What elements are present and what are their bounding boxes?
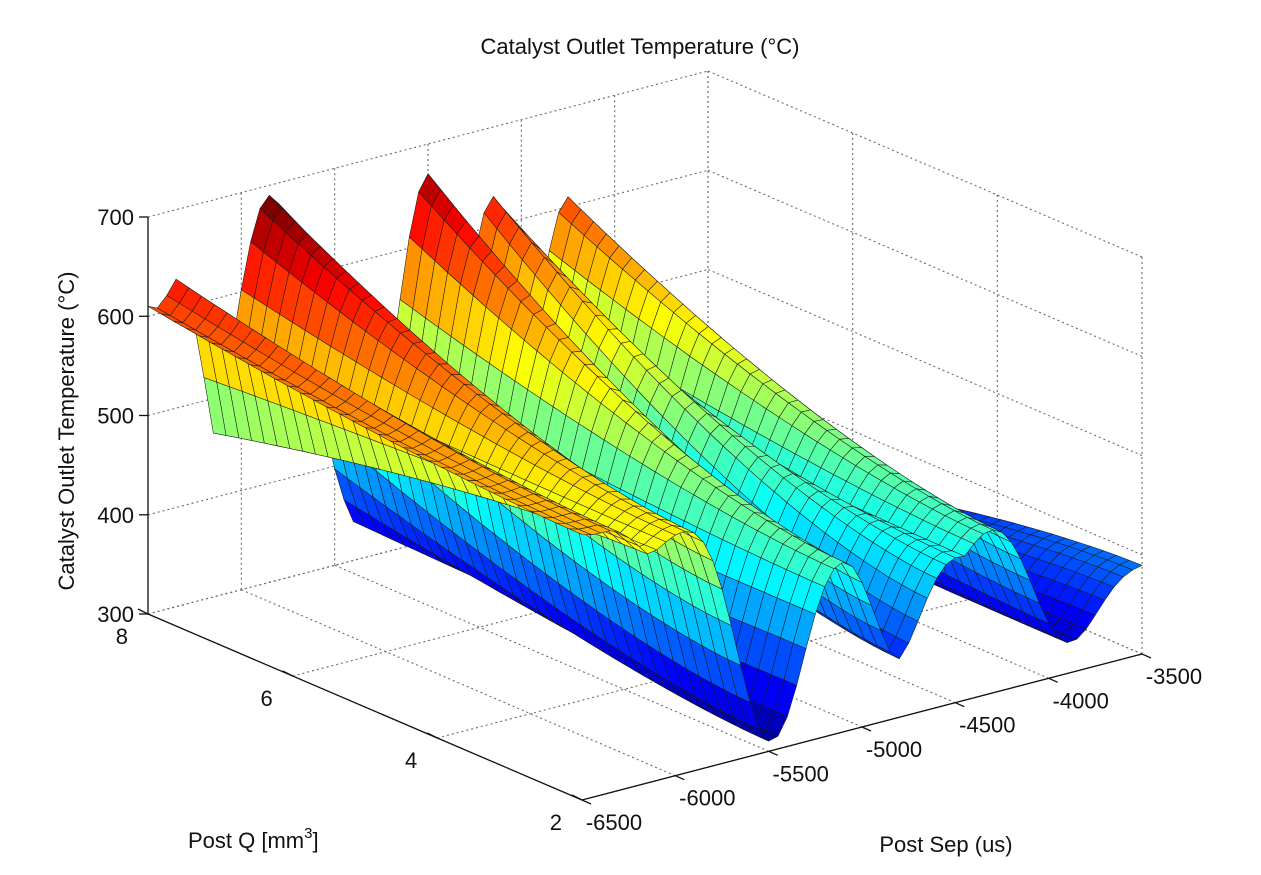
back-wall-grid-line [147,368,709,516]
y-tick-label: 4 [405,748,417,773]
y-axis-label-sup: 3 [304,825,312,842]
x-tick-mark [1141,653,1152,659]
z-tick-label: 500 [97,404,134,429]
x-tick-mark [675,775,685,781]
x-axis-label: Post Sep (us) [879,832,1012,857]
x-tick-mark [768,750,778,756]
side-wall-grid-line [707,169,1143,357]
y-tick-label: 6 [260,686,272,711]
y-axis-line [147,613,583,801]
back-wall-grid-line [147,70,709,218]
tick-labels: -6500 -6000 -5500 -5000 -4500 -4000 -3500 2 4 6 83… [97,205,1202,835]
z-tick-label: 400 [97,503,134,528]
x-tick-mark [581,799,592,805]
floor-grid-line [437,591,998,739]
surface-cell [568,528,592,536]
x-tick-label: -6500 [586,810,642,835]
x-tick-label: -5000 [866,737,922,762]
side-wall-grid-line [707,70,1143,258]
floor-grid-line [241,589,676,777]
z-tick-label: 600 [97,304,134,329]
y-tick-mark [571,794,583,801]
x-tick-label: -4500 [959,713,1015,738]
y-axis-label-close: ] [312,828,318,853]
x-tick-mark [955,702,965,708]
side-wall-grid-line [707,268,1143,457]
chart-title: Catalyst Outlet Temperature (°C) [481,34,800,59]
y-axis-label: Post Q [mm3] [188,825,319,853]
z-tick-label: 700 [97,205,134,230]
z-axis-label: Catalyst Outlet Temperature (°C) [54,272,79,591]
x-tick-label: -3500 [1146,664,1202,689]
x-tick-mark [861,726,872,732]
back-wall-grid-line [147,467,709,615]
x-tick-mark [1048,677,1058,683]
x-tick-label: -6000 [679,786,735,811]
y-tick-mark [282,670,293,677]
floor-grid-line [292,529,853,677]
floor-grid-line [334,564,769,752]
x-tick-label: -4000 [1053,688,1109,713]
y-axis-label-main: Post Q [mm [188,828,304,853]
y-tick-mark [427,732,438,739]
side-wall-grid-line [707,368,1143,556]
surface-mesh [147,173,1143,742]
z-tick-label: 300 [97,602,134,627]
x-tick-label: -5500 [773,761,829,786]
y-tick-label: 8 [116,624,128,649]
y-tick-mark [137,608,149,615]
y-tick-label: 2 [550,810,562,835]
axes [137,216,1152,805]
